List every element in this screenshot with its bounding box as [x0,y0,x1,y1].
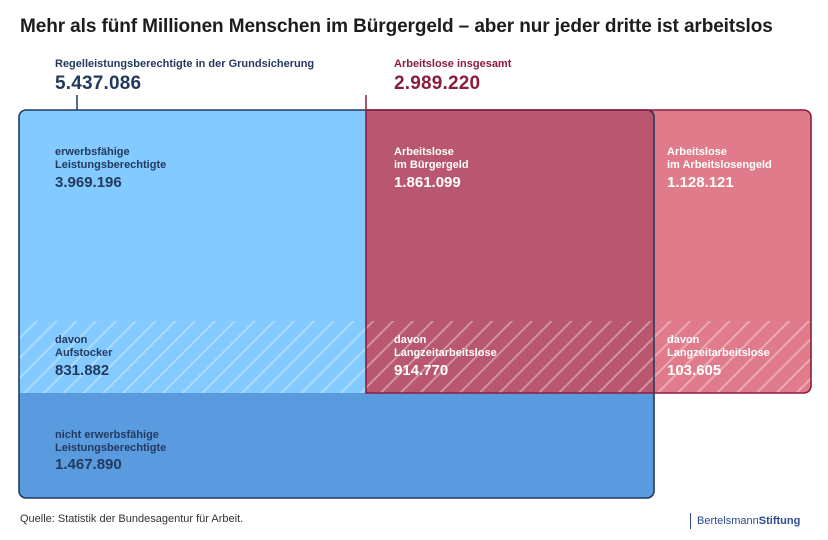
group-value-regelleistung: 5.437.086 [55,73,142,94]
cell-nef [19,393,654,498]
group-value-arbeitslose: 2.989.220 [394,73,481,94]
cell-label-alg2: Arbeitslose im Bürgergeld [394,146,469,171]
cell-value-lza-alg: 103.605 [667,362,722,379]
group-label-arbeitslose: Arbeitslose insgesamt [394,58,512,70]
cell-value-nef: 1.467.890 [55,456,122,473]
cell-value-alg2: 1.861.099 [394,174,461,191]
cell-value-ewlb: 3.969.196 [55,174,122,191]
cell-label-alg1: Arbeitslose im Arbeitslosengeld [667,146,772,171]
cell-value-alg1: 1.128.121 [667,174,734,191]
bertelsmann-logo: BertelsmannStiftung [690,513,800,529]
cell-label-nef: nicht erwerbsfähige Leistungsberechtigte [55,429,167,454]
group-label-regelleistung: Regelleistungsberechtigte in der Grundsi… [55,58,315,70]
cell-lza-alg [654,321,811,393]
cell-label-lza-bg: davon Langzeitarbeitslose [394,334,497,359]
cell-aufstocker [19,321,366,393]
cell-value-lza-bg: 914.770 [394,362,449,379]
source-note: Quelle: Statistik der Bundesagentur für … [20,513,244,525]
cell-value-aufstocker: 831.882 [55,362,110,379]
cell-label-lza-alg: davon Langzeitarbeitslose [667,334,770,359]
chart-title: Mehr als fünf Millionen Menschen im Bürg… [20,16,773,37]
outline-arbeitslose [365,109,812,394]
cell-lza-bg [366,321,654,393]
cell-label-aufstocker: davon Aufstocker [55,334,113,359]
outline-regelleistung [18,109,655,499]
cell-label-ewlb: erwerbsfähige Leistungsberechtigte [55,146,167,171]
